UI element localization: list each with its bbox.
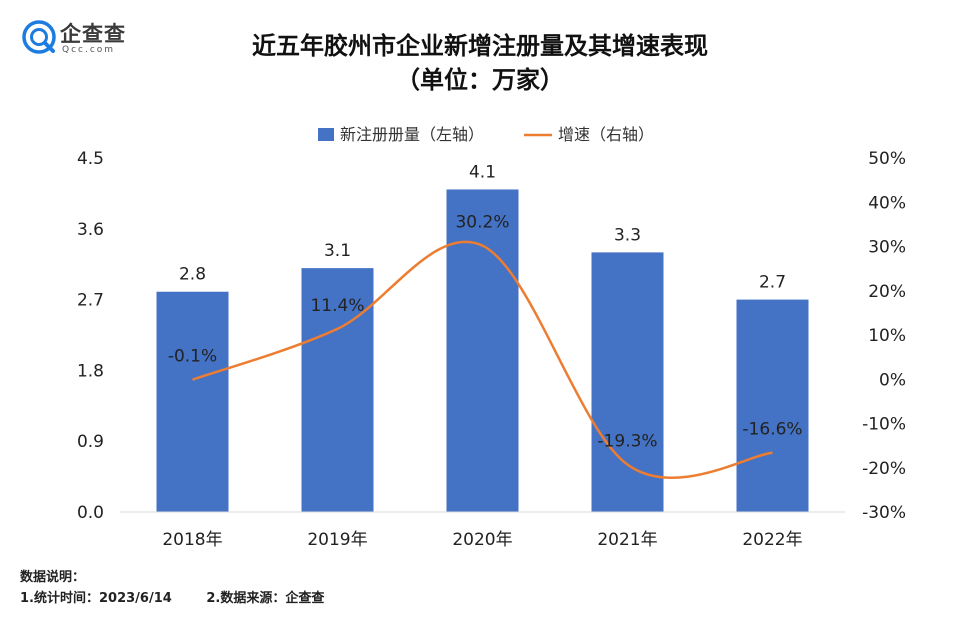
right-tick-label: 30%: [868, 238, 906, 258]
qcc-logo-icon: [22, 20, 56, 54]
line-value-label: -16.6%: [742, 420, 802, 440]
data-notes: 数据说明： 1.统计时间：2023/6/14 2.数据来源：企查查: [20, 567, 354, 609]
bar-series: 2.8 3.1 4.1 3.3 2.7: [156, 162, 809, 512]
bar: [156, 291, 229, 512]
x-tick-label: 2019年: [307, 530, 367, 550]
right-tick-label: 50%: [868, 149, 906, 169]
right-tick-label: -30%: [862, 503, 906, 523]
legend-bar-swatch: [318, 128, 334, 141]
right-tick-label: 20%: [868, 282, 906, 302]
brand-name: 企查查: [60, 22, 126, 46]
right-tick-label: 10%: [868, 326, 906, 346]
left-tick-label: 0.9: [77, 432, 104, 452]
x-tick-label: 2020年: [452, 530, 512, 550]
line-value-label: -19.3%: [597, 432, 657, 452]
bar: [301, 268, 374, 512]
line-value-label: 30.2%: [455, 213, 509, 233]
right-tick-label: 0%: [879, 370, 906, 390]
bar-value-label: 3.1: [324, 241, 351, 261]
brand-logo: 企查查 Qcc.com: [22, 18, 152, 64]
x-axis: 2018年 2019年 2020年 2021年 2022年: [120, 511, 845, 550]
chart-legend: 新注册册量（左轴） 增速（右轴）: [318, 125, 654, 144]
growth-line: [192, 240, 773, 479]
bar: [736, 299, 809, 512]
left-tick-label: 1.8: [77, 361, 104, 381]
chart-subtitle: （单位：万家）: [396, 66, 564, 94]
line-value-label: -0.1%: [168, 347, 217, 367]
chart-title: 近五年胶州市企业新增注册量及其增速表现: [252, 32, 708, 60]
notes-heading: 数据说明：: [20, 570, 86, 585]
line-value-label: 11.4%: [310, 296, 364, 316]
bar-value-label: 4.1: [469, 162, 496, 182]
bar-value-label: 2.8: [179, 265, 206, 285]
left-tick-label: 2.7: [77, 291, 104, 311]
notes-item-time: 1.统计时间：2023/6/14: [20, 591, 172, 606]
x-tick-label: 2022年: [742, 530, 802, 550]
left-tick-label: 4.5: [77, 149, 104, 169]
right-tick-label: -20%: [862, 459, 906, 479]
bar: [446, 189, 519, 512]
left-tick-label: 3.6: [77, 220, 104, 240]
legend-bar-label: 新注册册量（左轴）: [340, 125, 484, 144]
x-tick-label: 2018年: [162, 530, 222, 550]
left-tick-label: 0.0: [77, 503, 104, 523]
left-axis: 0.0 0.9 1.8 2.7 3.6 4.5: [77, 149, 104, 523]
legend-line-label: 增速（右轴）: [558, 125, 654, 144]
bar-value-label: 2.7: [759, 273, 786, 293]
brand-sub: Qcc.com: [62, 45, 116, 55]
notes-item-source: 2.数据来源：企查查: [206, 591, 325, 606]
right-tick-label: -10%: [862, 415, 906, 435]
bar: [591, 252, 664, 512]
line-series: -0.1% 11.4% 30.2% -19.3% -16.6%: [168, 213, 803, 479]
bar-value-label: 3.3: [614, 225, 641, 245]
right-tick-label: 40%: [868, 193, 906, 213]
x-tick-label: 2021年: [597, 530, 657, 550]
right-axis: -30% -20% -10% 0% 10% 20% 30% 40% 50%: [862, 149, 906, 523]
